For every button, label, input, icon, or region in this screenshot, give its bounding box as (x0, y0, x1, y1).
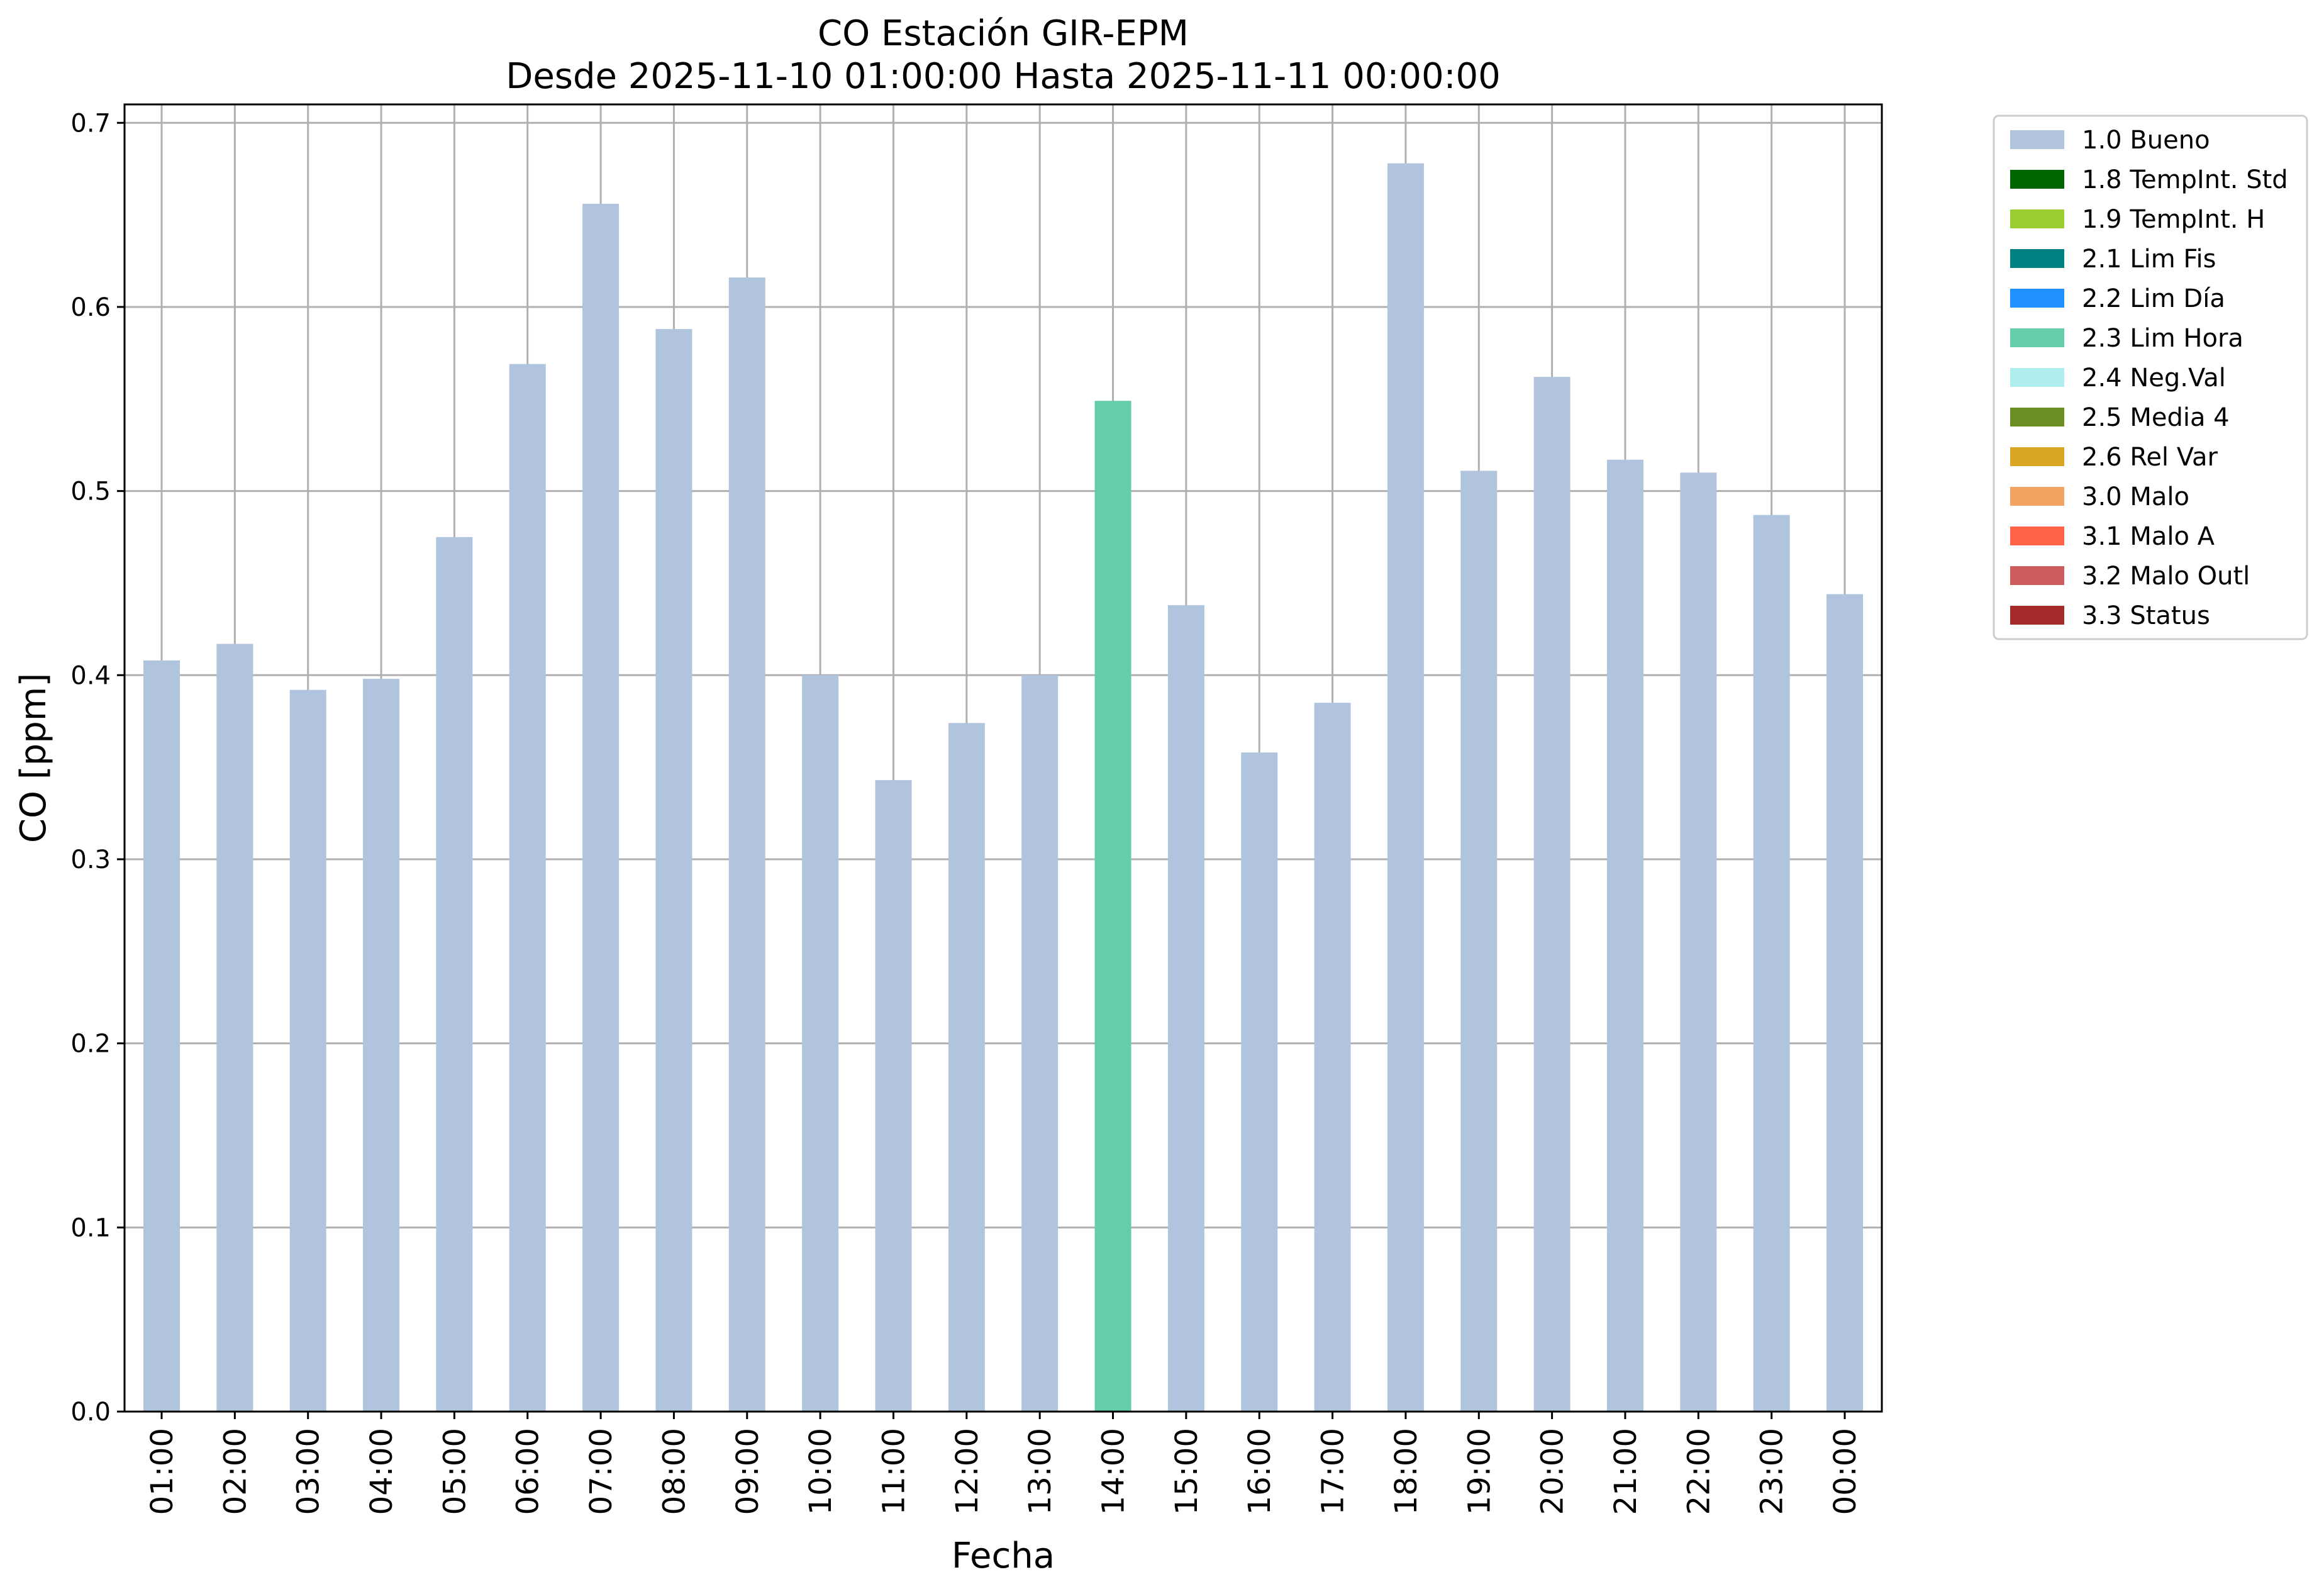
bar-1900 (1460, 471, 1498, 1412)
bar-0300 (289, 689, 326, 1412)
chart-subtitle: Desde 2025-11-10 01:00:00 Hasta 2025-11-… (506, 56, 1501, 97)
bar-0400 (363, 679, 400, 1412)
x-tick-label: 17:00 (1316, 1428, 1351, 1515)
y-tick-label: 0.1 (70, 1213, 111, 1242)
x-tick-label: 03:00 (291, 1428, 326, 1515)
bar-0200 (216, 644, 253, 1412)
bar-0600 (509, 364, 546, 1412)
x-tick-label: 23:00 (1755, 1428, 1790, 1515)
x-tick-label: 04:00 (364, 1428, 399, 1515)
legend-swatch (2010, 447, 2064, 466)
x-tick-label: 12:00 (950, 1428, 985, 1515)
legend-swatch (2010, 130, 2064, 149)
x-tick-label: 09:00 (730, 1428, 765, 1515)
bar-0700 (582, 204, 620, 1412)
x-tick-label: 10:00 (803, 1428, 838, 1515)
bar-0800 (655, 329, 692, 1412)
y-tick-label: 0.3 (70, 845, 111, 874)
x-tick-label: 16:00 (1242, 1428, 1277, 1515)
x-tick-label: 13:00 (1023, 1428, 1058, 1515)
legend-swatch (2010, 209, 2064, 228)
legend-swatch (2010, 408, 2064, 426)
x-tick-label: 02:00 (218, 1428, 253, 1515)
bar-2000 (1533, 377, 1571, 1412)
x-tick-label: 11:00 (876, 1428, 911, 1515)
legend-swatch (2010, 606, 2064, 625)
bar-2300 (1753, 515, 1790, 1412)
y-tick-label: 0.7 (70, 109, 111, 138)
bar-1200 (948, 723, 985, 1412)
legend-swatch (2010, 487, 2064, 506)
bar-1100 (875, 780, 912, 1412)
legend-label: 3.3 Status (2082, 601, 2210, 630)
chart-title: CO Estación GIR-EPM (818, 13, 1189, 54)
x-tick-label: 21:00 (1608, 1428, 1643, 1515)
legend-items: 1.0 Bueno 1.8 TempInt. Std 1.9 TempInt. H 2… (2010, 126, 2288, 630)
legend-frame (1993, 114, 2308, 640)
bar-1000 (802, 675, 839, 1412)
legend-label: 2.5 Media 4 (2082, 403, 2230, 432)
legend-swatch (2010, 566, 2064, 585)
legend-swatch (2010, 170, 2064, 189)
bar-1300 (1021, 675, 1059, 1412)
x-tick-label: 20:00 (1535, 1428, 1571, 1515)
y-axis-label: CO [ppm] (13, 673, 54, 843)
bars (143, 163, 1863, 1412)
bar-1800 (1387, 163, 1424, 1412)
x-axis-ticks: 01:00 02:00 03:00 04:00 05:00 06:00 07:00 08:00… (145, 1412, 1863, 1515)
bar-1700 (1314, 703, 1351, 1412)
legend-swatch (2010, 328, 2064, 347)
y-tick-label: 0.2 (70, 1030, 111, 1059)
bar-2200 (1680, 472, 1717, 1412)
plot-frame (123, 103, 1883, 1413)
legend-label: 3.1 Malo A (2082, 522, 2215, 551)
x-tick-label: 07:00 (584, 1428, 619, 1515)
legend-label: 3.2 Malo Outl (2082, 562, 2250, 591)
bar-1600 (1241, 752, 1278, 1412)
x-tick-label: 15:00 (1169, 1428, 1204, 1515)
legend-swatch (2010, 368, 2064, 387)
y-tick-label: 0.6 (70, 293, 111, 322)
x-tick-label: 22:00 (1681, 1428, 1716, 1515)
legend-label: 2.3 Lim Hora (2082, 324, 2243, 353)
legend-label: 3.0 Malo (2082, 482, 2189, 511)
y-tick-label: 0.4 (70, 661, 111, 690)
x-axis-label: Fecha (952, 1535, 1055, 1576)
y-tick-label: 0.5 (70, 477, 111, 506)
bar-0100 (143, 660, 180, 1412)
legend-label: 1.0 Bueno (2082, 126, 2210, 155)
x-tick-label: 01:00 (145, 1428, 180, 1515)
x-tick-label: 14:00 (1096, 1428, 1131, 1515)
x-tick-label: 19:00 (1462, 1428, 1497, 1515)
legend-label: 2.6 Rel Var (2082, 443, 2218, 472)
legend-swatch (2010, 527, 2064, 545)
legend-label: 2.4 Neg.Val (2082, 364, 2226, 393)
legend: 1.0 Bueno 1.8 TempInt. Std 1.9 TempInt. H 2… (1993, 114, 2308, 640)
x-tick-label: 05:00 (437, 1428, 472, 1515)
bar-0500 (436, 537, 473, 1412)
bar-1500 (1167, 605, 1204, 1412)
bar-0900 (728, 277, 765, 1412)
x-tick-label: 08:00 (657, 1428, 692, 1515)
bar-1400 (1094, 401, 1131, 1412)
legend-label: 1.8 TempInt. Std (2082, 165, 2288, 194)
bar-2100 (1606, 459, 1643, 1412)
legend-swatch (2010, 249, 2064, 268)
legend-label: 1.9 TempInt. H (2082, 205, 2265, 234)
legend-label: 2.2 Lim Día (2082, 284, 2225, 313)
x-tick-label: 00:00 (1828, 1428, 1863, 1515)
legend-label: 2.1 Lim Fis (2082, 245, 2216, 274)
x-tick-label: 06:00 (511, 1428, 546, 1515)
bar-0000 (1826, 594, 1863, 1412)
x-tick-label: 18:00 (1389, 1428, 1424, 1515)
legend-swatch (2010, 289, 2064, 308)
y-tick-label: 0.0 (70, 1398, 111, 1427)
y-axis-ticks: 0.0 0.1 0.2 0.3 0.4 0.5 0.6 0.7 (70, 109, 125, 1427)
